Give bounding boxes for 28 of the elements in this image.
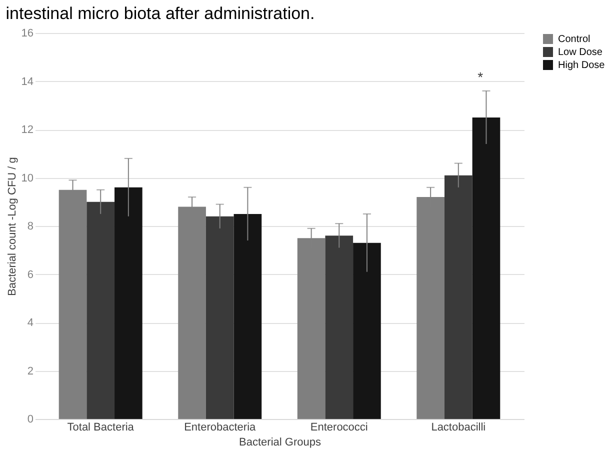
y-tick-label: 12: [21, 124, 34, 136]
y-tick-label: 10: [21, 172, 34, 184]
y-tick-label: 8: [27, 220, 34, 232]
y-tick-label: 4: [27, 317, 34, 329]
y-axis-title: Bacterial count -Log CFU / g: [6, 157, 18, 296]
chart-title: intestinal micro biota after administration.: [6, 4, 315, 23]
x-axis-title: Bacterial Groups: [239, 436, 322, 448]
bar: [325, 236, 354, 419]
bar: [234, 214, 262, 419]
x-tick-label: Enterobacteria: [184, 422, 257, 434]
bar: [444, 175, 472, 419]
legend-label: Control: [558, 34, 590, 45]
bar: [206, 216, 234, 419]
y-tick-label: 6: [27, 268, 34, 281]
y-tick-label: 0: [27, 414, 34, 426]
y-tick-label: 2: [27, 365, 34, 378]
legend-label: High Dose: [558, 60, 606, 71]
bar: [86, 202, 115, 419]
x-tick-label: Lactobacilli: [431, 422, 486, 434]
y-tick-label: 14: [21, 76, 34, 88]
x-tick-label: Total Bacteria: [67, 422, 135, 434]
y-tick-label: 16: [21, 28, 34, 40]
bar: [472, 117, 500, 419]
bar: [114, 187, 142, 419]
x-tick-label: Enterococci: [310, 422, 368, 434]
bar: [353, 242, 381, 419]
annotation: *: [478, 69, 484, 85]
legend-label: Low Dose: [558, 47, 603, 58]
